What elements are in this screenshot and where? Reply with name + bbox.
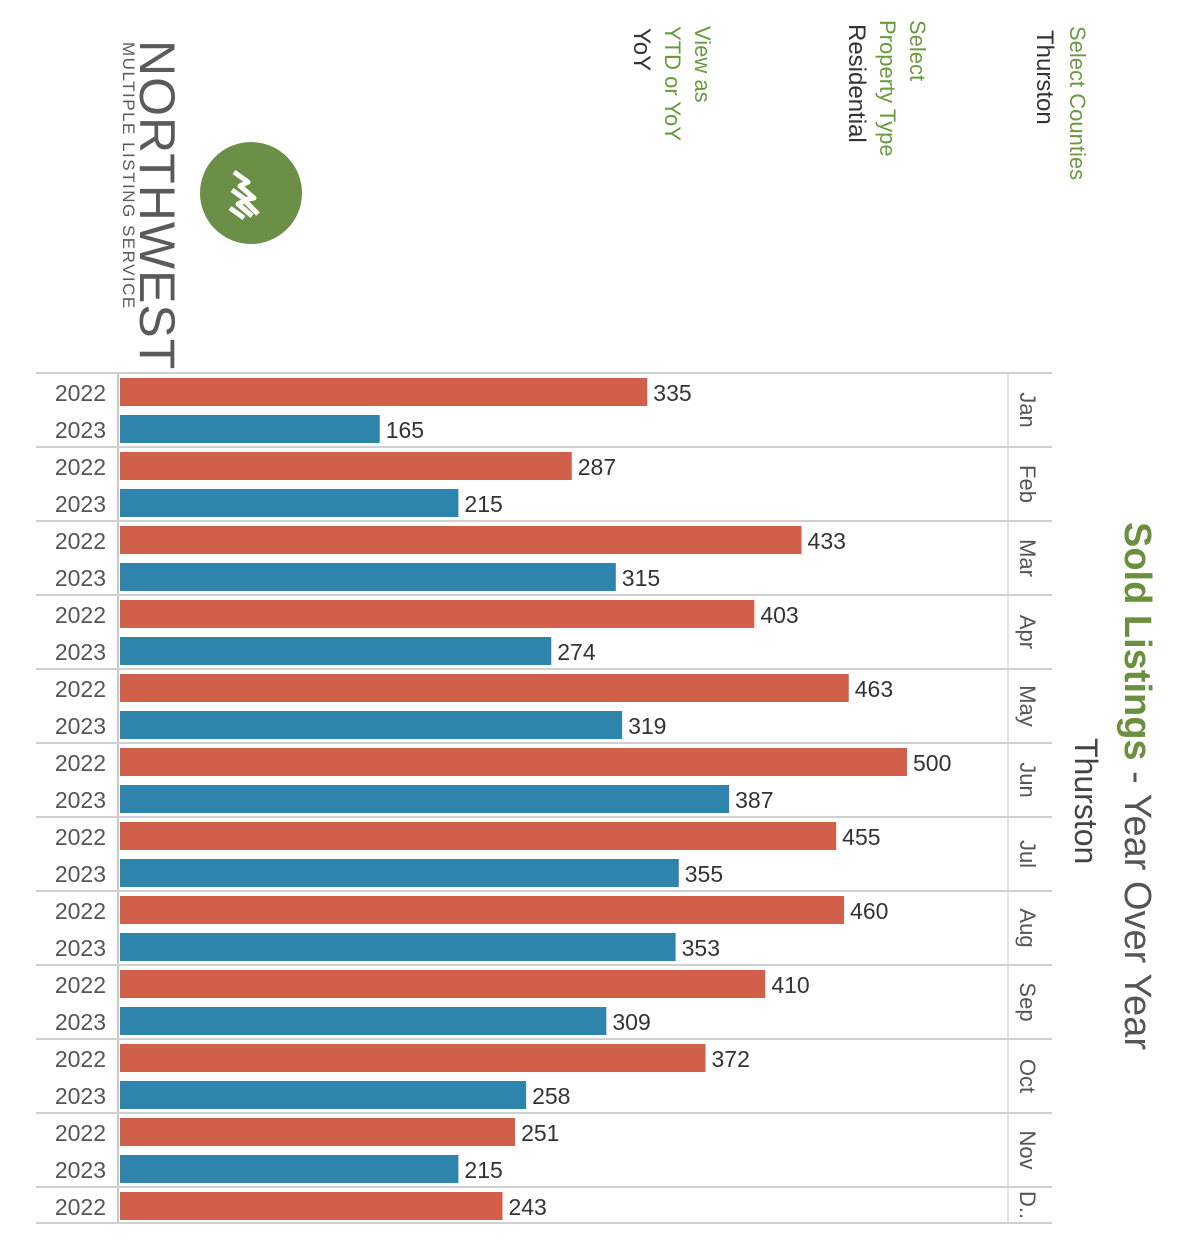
bar-2023 — [120, 415, 380, 443]
bar-value-label: 165 — [386, 417, 424, 443]
bar-value-label: 403 — [760, 602, 798, 628]
bar-value-label: 243 — [508, 1194, 546, 1220]
bar-value-label: 372 — [712, 1046, 750, 1072]
bar-2023 — [120, 859, 679, 887]
bar-value-label: 215 — [464, 491, 502, 517]
bar-value-label: 500 — [913, 750, 951, 776]
series-year-label: 2023 — [55, 861, 106, 887]
bar-2022 — [120, 600, 755, 628]
month-label: Apr — [1015, 615, 1040, 649]
bar-2022 — [120, 748, 907, 776]
month-label: Jul — [1015, 840, 1040, 868]
month-label: May — [1015, 685, 1040, 727]
series-year-label: 2022 — [55, 454, 106, 480]
bar-2022 — [120, 822, 837, 850]
bar-value-label: 355 — [685, 861, 723, 887]
month-label: D.. — [1015, 1191, 1040, 1219]
series-year-label: 2023 — [55, 491, 106, 517]
month-label: Feb — [1015, 465, 1040, 503]
bar-2023 — [120, 1155, 459, 1183]
nwmls-logo-icon — [200, 142, 302, 244]
tree-mountain-icon — [228, 169, 260, 221]
bar-value-label: 251 — [521, 1120, 559, 1146]
bar-value-label: 387 — [735, 787, 773, 813]
series-year-label: 2022 — [55, 602, 106, 628]
month-label: Jan — [1015, 392, 1040, 427]
series-year-label: 2023 — [55, 1083, 106, 1109]
series-year-label: 2023 — [55, 417, 106, 443]
bar-value-label: 463 — [855, 676, 893, 702]
series-year-label: 2023 — [55, 565, 106, 591]
bar-value-label: 258 — [532, 1083, 570, 1109]
series-year-label: 2022 — [55, 380, 106, 406]
bar-value-label: 455 — [842, 824, 880, 850]
month-label: Sep — [1015, 982, 1040, 1021]
bar-2022 — [120, 674, 849, 702]
bar-2022 — [120, 1118, 516, 1146]
bar-2023 — [120, 563, 616, 591]
series-year-label: 2023 — [55, 787, 106, 813]
series-year-label: 2023 — [55, 935, 106, 961]
bar-2023 — [120, 785, 730, 813]
series-year-label: 2022 — [55, 824, 106, 850]
bar-value-label: 315 — [622, 565, 660, 591]
month-label: Aug — [1015, 908, 1040, 947]
bar-2022 — [120, 452, 572, 480]
bar-2022 — [120, 1044, 706, 1072]
bar-value-label: 287 — [578, 454, 616, 480]
bar-2023 — [120, 933, 676, 961]
series-year-label: 2022 — [55, 528, 106, 554]
month-label: Jun — [1015, 762, 1040, 797]
series-year-label: 2022 — [55, 676, 106, 702]
bar-2022 — [120, 1192, 503, 1220]
bar-value-label: 274 — [557, 639, 596, 665]
bar-value-label: 215 — [464, 1157, 502, 1183]
bar-2022 — [120, 378, 648, 406]
bar-2023 — [120, 1081, 527, 1109]
series-year-label: 2022 — [55, 972, 106, 998]
series-year-label: 2022 — [55, 1194, 106, 1220]
bar-2023 — [120, 489, 459, 517]
month-label: Oct — [1015, 1059, 1040, 1093]
bar-value-label: 433 — [808, 528, 846, 554]
series-year-label: 2022 — [55, 898, 106, 924]
series-year-label: 2023 — [55, 1157, 106, 1183]
month-label: Mar — [1015, 539, 1040, 577]
bar-value-label: 319 — [628, 713, 666, 739]
bar-2023 — [120, 637, 552, 665]
bar-value-label: 335 — [653, 380, 691, 406]
bar-2022 — [120, 970, 766, 998]
series-year-label: 2022 — [55, 1046, 106, 1072]
month-label: Nov — [1015, 1130, 1040, 1169]
series-year-label: 2022 — [55, 1120, 106, 1146]
bar-value-label: 460 — [850, 898, 888, 924]
bar-2023 — [120, 711, 623, 739]
bar-value-label: 353 — [682, 935, 720, 961]
bar-2022 — [120, 896, 845, 924]
bar-value-label: 410 — [771, 972, 809, 998]
bar-2023 — [120, 1007, 607, 1035]
series-year-label: 2023 — [55, 639, 106, 665]
series-year-label: 2022 — [55, 750, 106, 776]
series-year-label: 2023 — [55, 1009, 106, 1035]
bar-2022 — [120, 526, 802, 554]
series-year-label: 2023 — [55, 713, 106, 739]
bar-value-label: 309 — [612, 1009, 650, 1035]
